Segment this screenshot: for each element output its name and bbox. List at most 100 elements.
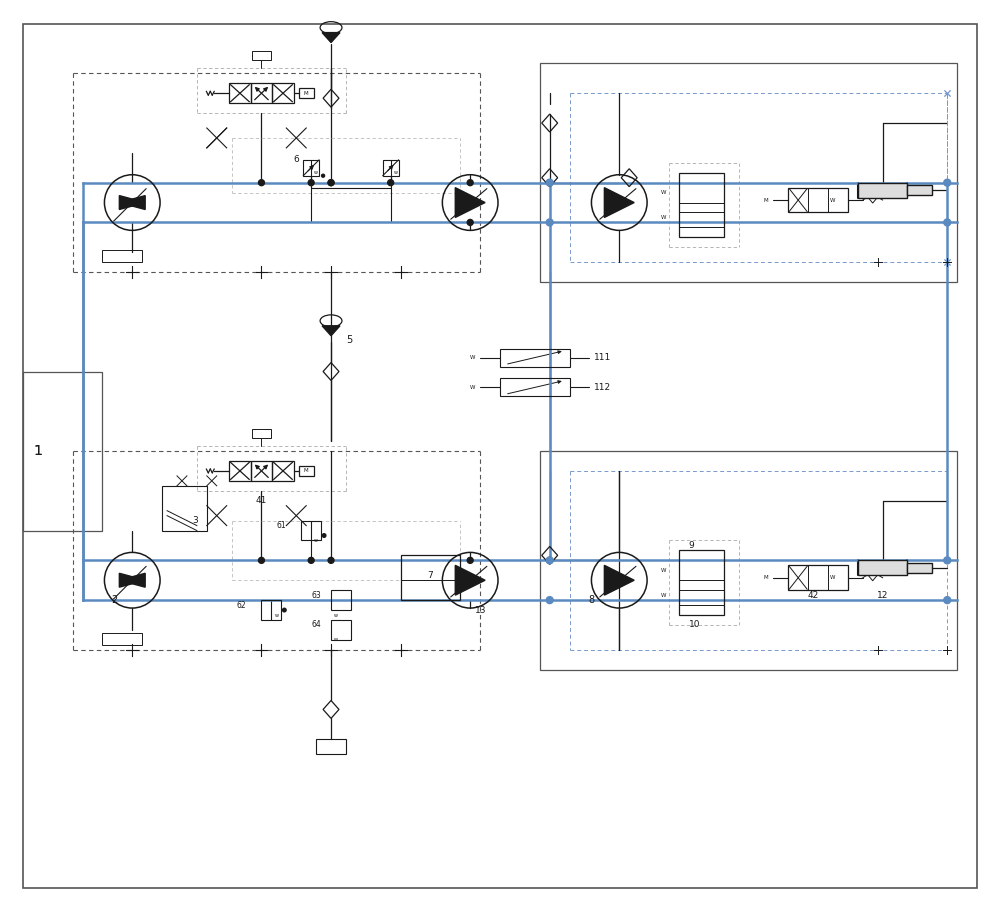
Text: w: w [334, 638, 338, 642]
Text: 111: 111 [594, 353, 612, 362]
Text: W: W [661, 568, 667, 573]
Text: 12: 12 [877, 590, 888, 599]
Text: W: W [830, 575, 836, 580]
Circle shape [944, 179, 951, 186]
Bar [301, 520, 321, 540]
Text: 41: 41 [256, 496, 267, 506]
Bar [679, 173, 724, 238]
Text: W: W [661, 593, 667, 598]
Text: 42: 42 [807, 590, 819, 599]
Circle shape [546, 179, 553, 186]
Text: 8: 8 [588, 595, 594, 605]
Polygon shape [604, 566, 634, 595]
Text: 3: 3 [192, 517, 198, 525]
Text: 2: 2 [111, 595, 117, 605]
Circle shape [308, 558, 314, 563]
Bar [540, 451, 957, 670]
Circle shape [546, 219, 553, 226]
Polygon shape [119, 573, 145, 588]
Circle shape [944, 219, 951, 226]
Circle shape [258, 558, 264, 563]
Bar [788, 188, 848, 212]
Bar [788, 566, 848, 590]
Text: M: M [304, 91, 309, 96]
Bar [102, 633, 142, 645]
Circle shape [328, 558, 334, 563]
Circle shape [467, 558, 473, 563]
Bar [907, 185, 932, 195]
Text: w: w [394, 170, 398, 175]
Bar [858, 560, 907, 575]
Polygon shape [322, 33, 340, 43]
Bar [272, 83, 294, 103]
Bar [251, 461, 272, 481]
Text: 1: 1 [33, 444, 42, 458]
Bar [162, 486, 207, 530]
Text: 6: 6 [293, 155, 299, 164]
Text: 9: 9 [689, 541, 695, 550]
Text: M: M [764, 575, 768, 580]
Bar [858, 183, 907, 198]
Text: 7: 7 [428, 571, 433, 579]
Bar [299, 88, 314, 98]
Polygon shape [455, 566, 485, 595]
Bar [229, 461, 251, 481]
Circle shape [546, 597, 553, 604]
Circle shape [944, 597, 951, 604]
Bar [540, 64, 957, 282]
Text: w: w [334, 612, 338, 618]
Text: w: w [314, 170, 318, 175]
Circle shape [546, 557, 553, 564]
Text: W: W [661, 190, 667, 195]
Text: W: W [470, 355, 475, 360]
Text: W: W [830, 198, 836, 202]
Bar [261, 600, 281, 620]
Polygon shape [119, 196, 145, 210]
Bar [102, 251, 142, 262]
Text: w: w [314, 538, 318, 543]
Circle shape [388, 179, 394, 186]
Bar [316, 739, 346, 754]
Polygon shape [119, 196, 145, 210]
Bar [272, 461, 294, 481]
Polygon shape [322, 326, 340, 336]
Bar [331, 620, 351, 640]
Circle shape [322, 534, 326, 537]
Text: 62: 62 [237, 600, 247, 609]
Circle shape [944, 557, 951, 564]
Circle shape [547, 179, 553, 186]
Circle shape [467, 220, 473, 225]
Text: 1: 1 [33, 444, 42, 458]
Text: M: M [304, 468, 309, 474]
Text: 112: 112 [594, 383, 612, 392]
Polygon shape [604, 188, 634, 218]
Bar [23, 372, 102, 530]
Bar [500, 378, 570, 396]
Circle shape [467, 179, 473, 186]
Text: w: w [274, 612, 278, 618]
Text: W: W [470, 385, 475, 390]
Text: W: W [661, 215, 667, 220]
Bar [299, 466, 314, 476]
Text: 61: 61 [277, 521, 286, 530]
Bar [303, 159, 319, 176]
Circle shape [283, 609, 286, 612]
Bar [229, 83, 251, 103]
Bar [252, 429, 271, 438]
Bar [679, 550, 724, 615]
Text: 5: 5 [346, 334, 352, 344]
Text: 10: 10 [689, 620, 700, 630]
Circle shape [322, 174, 325, 178]
Circle shape [547, 179, 553, 186]
Bar [251, 83, 272, 103]
Circle shape [547, 558, 553, 563]
Bar [383, 159, 399, 176]
Text: 63: 63 [311, 590, 321, 599]
Text: M: M [764, 198, 768, 202]
Bar [401, 556, 460, 600]
Circle shape [308, 179, 314, 186]
Circle shape [328, 179, 334, 186]
Text: 64: 64 [311, 620, 321, 630]
Polygon shape [455, 188, 485, 218]
Circle shape [258, 179, 264, 186]
